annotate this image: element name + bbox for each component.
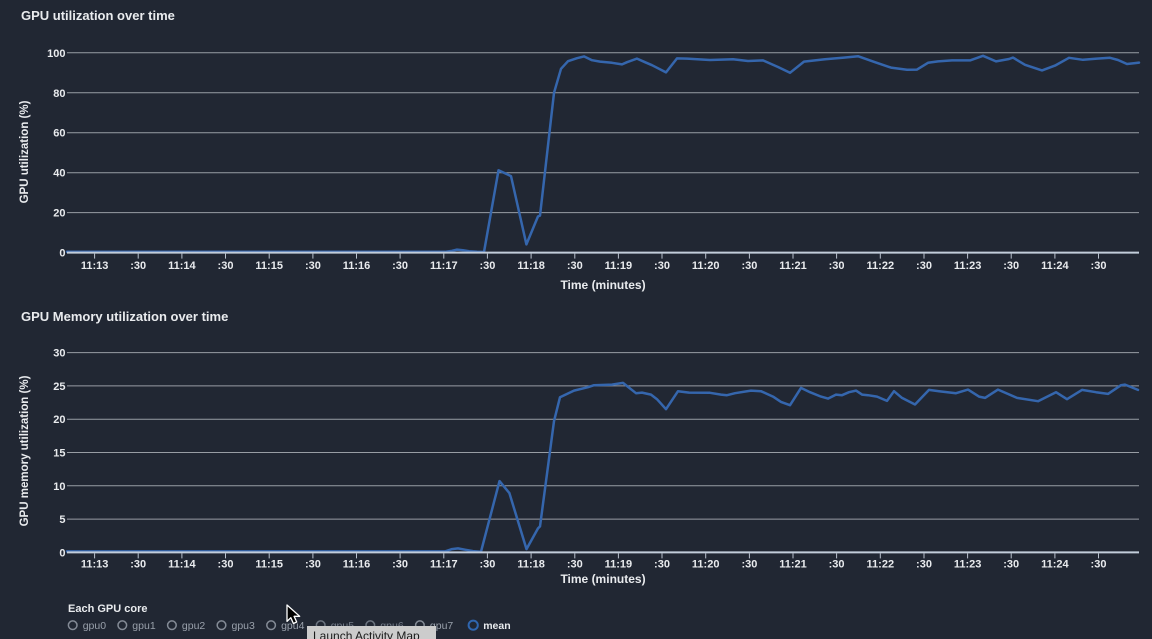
svg-text:11:17: 11:17: [430, 260, 458, 272]
svg-text::30: :30: [916, 559, 932, 571]
svg-text:11:14: 11:14: [168, 260, 196, 272]
svg-text:100: 100: [47, 48, 65, 60]
svg-text:gpu4: gpu4: [281, 620, 305, 632]
svg-text::30: :30: [741, 559, 757, 571]
svg-text:11:20: 11:20: [692, 260, 720, 272]
svg-text:11:22: 11:22: [867, 559, 895, 571]
svg-text::30: :30: [1003, 260, 1019, 272]
svg-text::30: :30: [130, 260, 146, 272]
svg-text:Each GPU core: Each GPU core: [68, 603, 147, 615]
svg-text:11:15: 11:15: [255, 260, 283, 272]
svg-text:11:15: 11:15: [255, 559, 283, 571]
svg-text:11:17: 11:17: [430, 559, 458, 571]
svg-text:Launch Activity Map: Launch Activity Map: [313, 629, 420, 639]
svg-text:11:16: 11:16: [343, 559, 371, 571]
svg-text::30: :30: [479, 260, 495, 272]
svg-text:40: 40: [53, 168, 65, 180]
svg-text:11:20: 11:20: [692, 559, 720, 571]
svg-text::30: :30: [654, 559, 670, 571]
svg-text:11:24: 11:24: [1041, 559, 1069, 571]
svg-text:GPU memory utilization (%): GPU memory utilization (%): [19, 375, 31, 526]
svg-text:5: 5: [59, 514, 65, 526]
svg-text:11:13: 11:13: [81, 559, 109, 571]
svg-text:0: 0: [59, 248, 65, 260]
svg-text:GPU utilization over time: GPU utilization over time: [21, 8, 175, 23]
svg-text:11:21: 11:21: [779, 260, 807, 272]
svg-text:60: 60: [53, 128, 65, 140]
svg-text:11:16: 11:16: [343, 260, 371, 272]
svg-text:11:18: 11:18: [517, 260, 545, 272]
svg-text:11:18: 11:18: [517, 559, 545, 571]
svg-text::30: :30: [479, 559, 495, 571]
svg-text:11:21: 11:21: [779, 559, 807, 571]
svg-text:gpu0: gpu0: [83, 620, 107, 632]
svg-text:0: 0: [59, 547, 65, 559]
svg-text::30: :30: [218, 559, 234, 571]
svg-text:11:23: 11:23: [954, 260, 982, 272]
svg-text::30: :30: [1091, 559, 1107, 571]
svg-text:10: 10: [53, 481, 65, 493]
svg-text:Time (minutes): Time (minutes): [560, 278, 645, 292]
svg-text:11:22: 11:22: [867, 260, 895, 272]
svg-text:GPU utilization (%): GPU utilization (%): [19, 100, 31, 203]
svg-text:11:13: 11:13: [81, 260, 109, 272]
svg-text::30: :30: [916, 260, 932, 272]
svg-text::30: :30: [567, 260, 583, 272]
svg-text:20: 20: [53, 208, 65, 220]
svg-text::30: :30: [829, 559, 845, 571]
svg-text:11:19: 11:19: [605, 559, 633, 571]
svg-text::30: :30: [392, 260, 408, 272]
svg-text::30: :30: [130, 559, 146, 571]
svg-text:80: 80: [53, 88, 65, 100]
svg-text::30: :30: [392, 559, 408, 571]
svg-text:11:23: 11:23: [954, 559, 982, 571]
svg-text:11:24: 11:24: [1041, 260, 1069, 272]
svg-text::30: :30: [1003, 559, 1019, 571]
svg-text::30: :30: [654, 260, 670, 272]
svg-text::30: :30: [829, 260, 845, 272]
svg-text:mean: mean: [483, 620, 510, 632]
svg-text:11:19: 11:19: [605, 260, 633, 272]
svg-text:gpu1: gpu1: [132, 620, 156, 632]
svg-text:30: 30: [53, 348, 65, 360]
svg-text:Time (minutes): Time (minutes): [560, 572, 645, 586]
svg-text::30: :30: [1091, 260, 1107, 272]
svg-text::30: :30: [567, 559, 583, 571]
svg-text:11:14: 11:14: [168, 559, 196, 571]
svg-text::30: :30: [305, 260, 321, 272]
svg-text::30: :30: [218, 260, 234, 272]
svg-text::30: :30: [741, 260, 757, 272]
svg-text:20: 20: [53, 414, 65, 426]
svg-text:gpu2: gpu2: [182, 620, 206, 632]
svg-text::30: :30: [305, 559, 321, 571]
svg-text:GPU Memory utilization over ti: GPU Memory utilization over time: [21, 309, 228, 324]
svg-text:25: 25: [53, 381, 65, 393]
svg-text:15: 15: [53, 448, 65, 460]
svg-text:gpu3: gpu3: [232, 620, 256, 632]
